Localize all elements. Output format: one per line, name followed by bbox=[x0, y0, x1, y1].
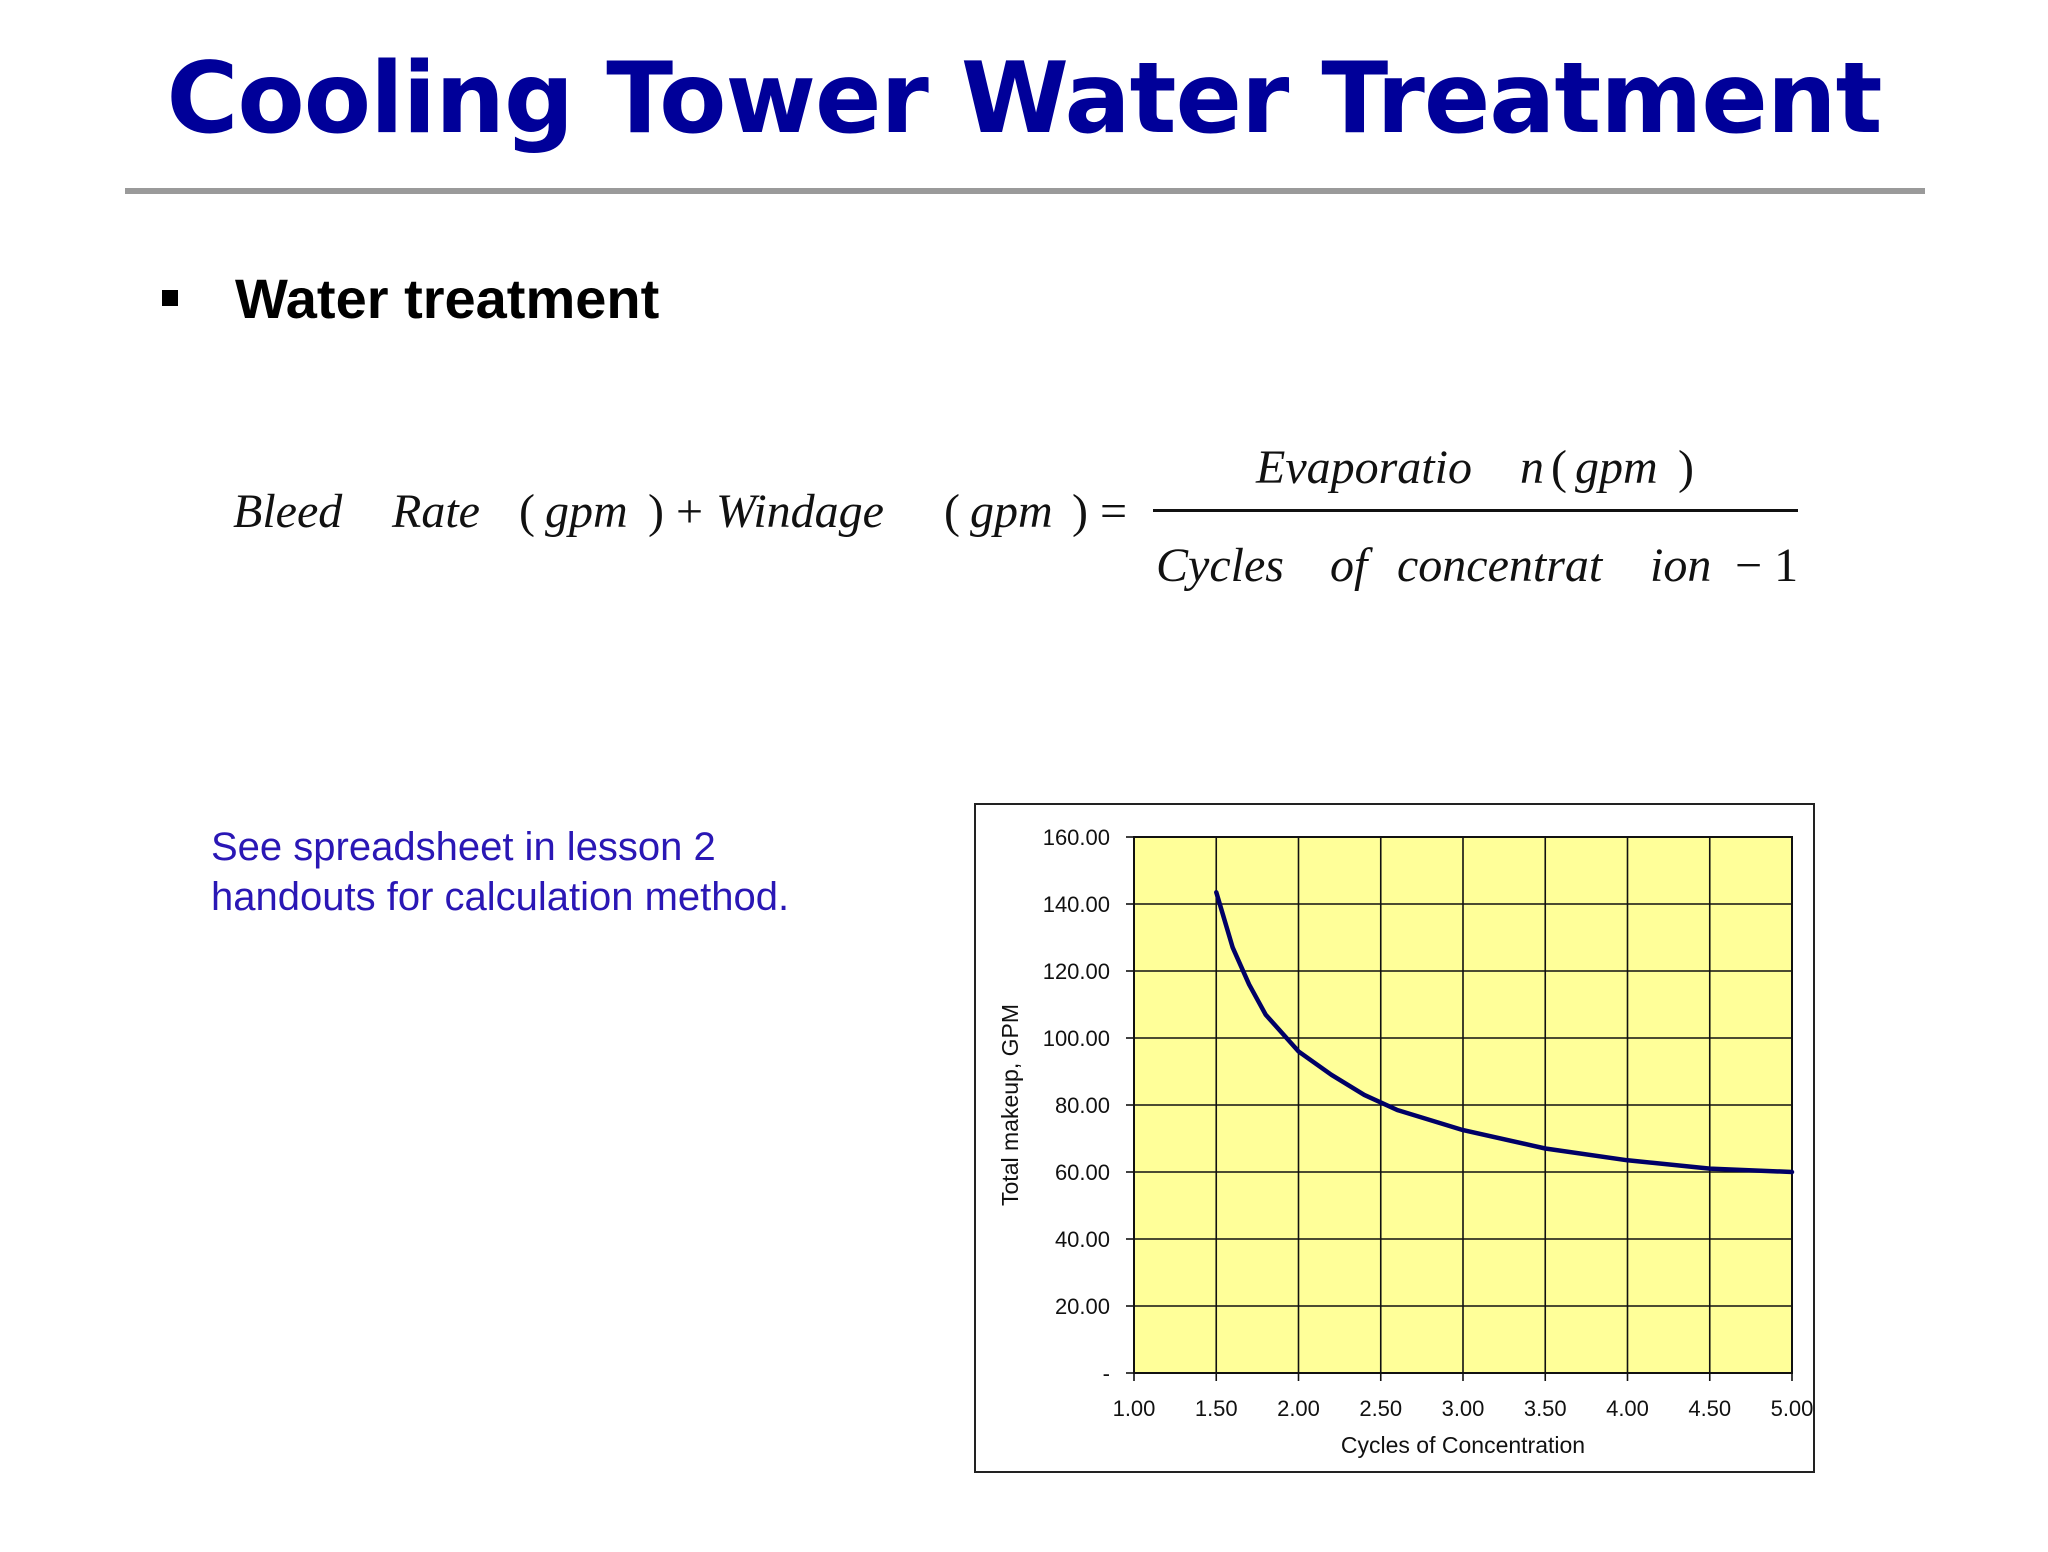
x-tick-label: 4.50 bbox=[1688, 1396, 1731, 1421]
eq-paren-open-2: ( bbox=[944, 485, 960, 538]
title-divider bbox=[125, 188, 1925, 194]
x-tick-label: 1.00 bbox=[1113, 1396, 1156, 1421]
y-tick-label: 140.00 bbox=[1043, 892, 1110, 917]
eq-gpm-1: gpm bbox=[545, 485, 628, 538]
eq-n: n bbox=[1520, 441, 1544, 494]
eq-rate: Rate bbox=[392, 485, 480, 538]
y-tick-label: 160.00 bbox=[1043, 825, 1110, 850]
x-tick-label: 3.50 bbox=[1524, 1396, 1567, 1421]
eq-of: of bbox=[1330, 539, 1368, 592]
eq-paren-open-1: ( bbox=[519, 485, 535, 538]
eq-concentrat: concentrat bbox=[1397, 539, 1603, 592]
slide-title: Cooling Tower Water Treatment bbox=[166, 42, 1883, 156]
eq-evaporatio: Evaporatio bbox=[1256, 441, 1472, 494]
eq-paren-open-3: ( bbox=[1551, 441, 1567, 494]
eq-minus-one: − 1 bbox=[1735, 539, 1799, 592]
eq-ion: ion bbox=[1650, 539, 1712, 592]
eq-close-equals: ) = bbox=[1072, 485, 1128, 538]
fraction-bar bbox=[1153, 509, 1798, 512]
note-line-2: handouts for calculation method. bbox=[211, 875, 790, 919]
y-tick-label: - bbox=[1103, 1361, 1110, 1386]
series-group bbox=[1214, 890, 1795, 1175]
axes bbox=[1126, 836, 1793, 1381]
y-tick-label: 100.00 bbox=[1043, 1026, 1110, 1051]
x-tick-label: 5.00 bbox=[1771, 1396, 1813, 1421]
y-tick-label: 20.00 bbox=[1055, 1294, 1110, 1319]
tick-labels: 1.00 1.50 2.00 2.50 3.00 3.50 4.00 4.50 5.00 - 20.… bbox=[1043, 825, 1813, 1421]
x-tick-label: 2.00 bbox=[1277, 1396, 1320, 1421]
x-tick-label: 2.50 bbox=[1359, 1396, 1402, 1421]
bullet-heading: Water treatment bbox=[235, 267, 660, 330]
eq-paren-close-3: ) bbox=[1678, 441, 1694, 494]
eq-bleed: Bleed bbox=[233, 485, 343, 538]
x-tick-label: 4.00 bbox=[1606, 1396, 1649, 1421]
y-tick-label: 80.00 bbox=[1055, 1093, 1110, 1118]
series-line bbox=[1214, 890, 1795, 1175]
y-tick-label: 120.00 bbox=[1043, 959, 1110, 984]
makeup-chart: 1.00 1.50 2.00 2.50 3.00 3.50 4.00 4.50 5.00 - 20.… bbox=[997, 825, 1813, 1458]
eq-close-plus: ) + bbox=[648, 485, 704, 538]
x-axis-label: Cycles of Concentration bbox=[1341, 1432, 1585, 1458]
y-tick-label: 40.00 bbox=[1055, 1227, 1110, 1252]
note-line-1: See spreadsheet in lesson 2 bbox=[211, 825, 716, 869]
note-text: See spreadsheet in lesson 2 handouts for… bbox=[211, 822, 789, 922]
y-axis-label: Total makeup, GPM bbox=[997, 1004, 1023, 1206]
eq-gpm-3: gpm bbox=[1575, 441, 1658, 494]
plot-border bbox=[1133, 836, 1793, 1374]
y-tick-label: 60.00 bbox=[1055, 1160, 1110, 1185]
x-tick-label: 1.50 bbox=[1195, 1396, 1238, 1421]
x-tick-label: 3.00 bbox=[1442, 1396, 1485, 1421]
eq-gpm-2: gpm bbox=[970, 485, 1053, 538]
eq-cycles: Cycles bbox=[1156, 539, 1284, 592]
bullet-square-icon bbox=[162, 290, 178, 306]
eq-windage: Windage bbox=[716, 485, 884, 538]
